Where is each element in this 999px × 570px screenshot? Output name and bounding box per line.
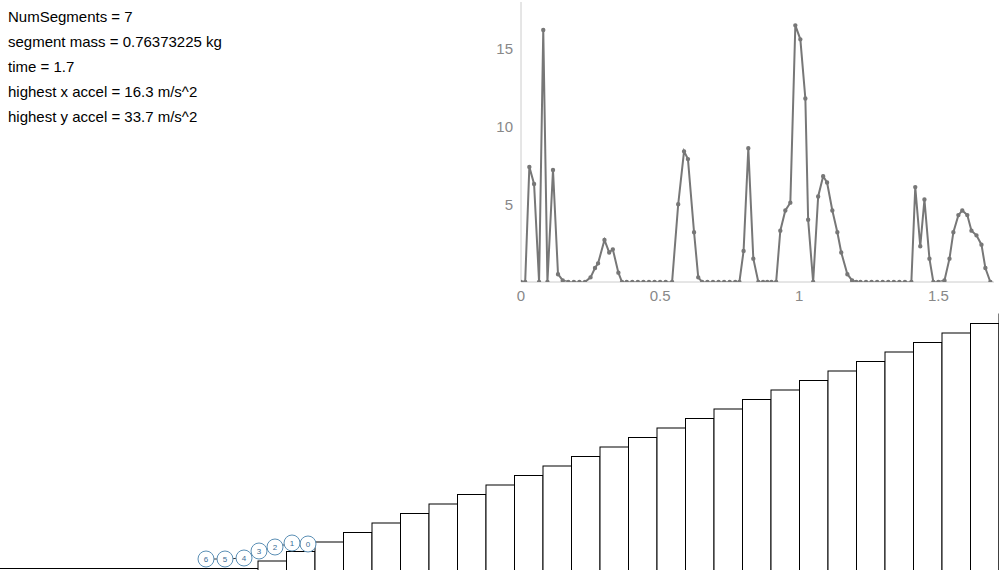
svg-text:10: 10 (496, 118, 513, 135)
html-text:time = 1.7: time = 1.7 (8, 58, 75, 75)
svg-text:5: 5 (223, 555, 228, 564)
svg-text:1: 1 (795, 287, 803, 304)
svg-text:1.5: 1.5 (928, 287, 949, 304)
svg-text:0: 0 (517, 287, 525, 304)
svg-text:0: 0 (306, 540, 311, 549)
svg-text:0.5: 0.5 (650, 287, 671, 304)
svg-text:1: 1 (290, 539, 295, 548)
svg-text:15: 15 (496, 40, 513, 57)
svg-text:5: 5 (505, 196, 513, 213)
svg-text:2: 2 (273, 543, 278, 552)
svg-text:4: 4 (242, 554, 247, 563)
svg-text:6: 6 (204, 555, 209, 564)
html-text:segment mass = 0.76373225 kg: segment mass = 0.76373225 kg (8, 33, 222, 50)
html-text:highest x accel = 16.3 m/s^2: highest x accel = 16.3 m/s^2 (8, 83, 198, 100)
html-text:NumSegments = 7: NumSegments = 7 (8, 8, 133, 25)
html-text:highest y accel = 33.7 m/s^2: highest y accel = 33.7 m/s^2 (8, 108, 198, 125)
svg-text:3: 3 (257, 547, 262, 556)
